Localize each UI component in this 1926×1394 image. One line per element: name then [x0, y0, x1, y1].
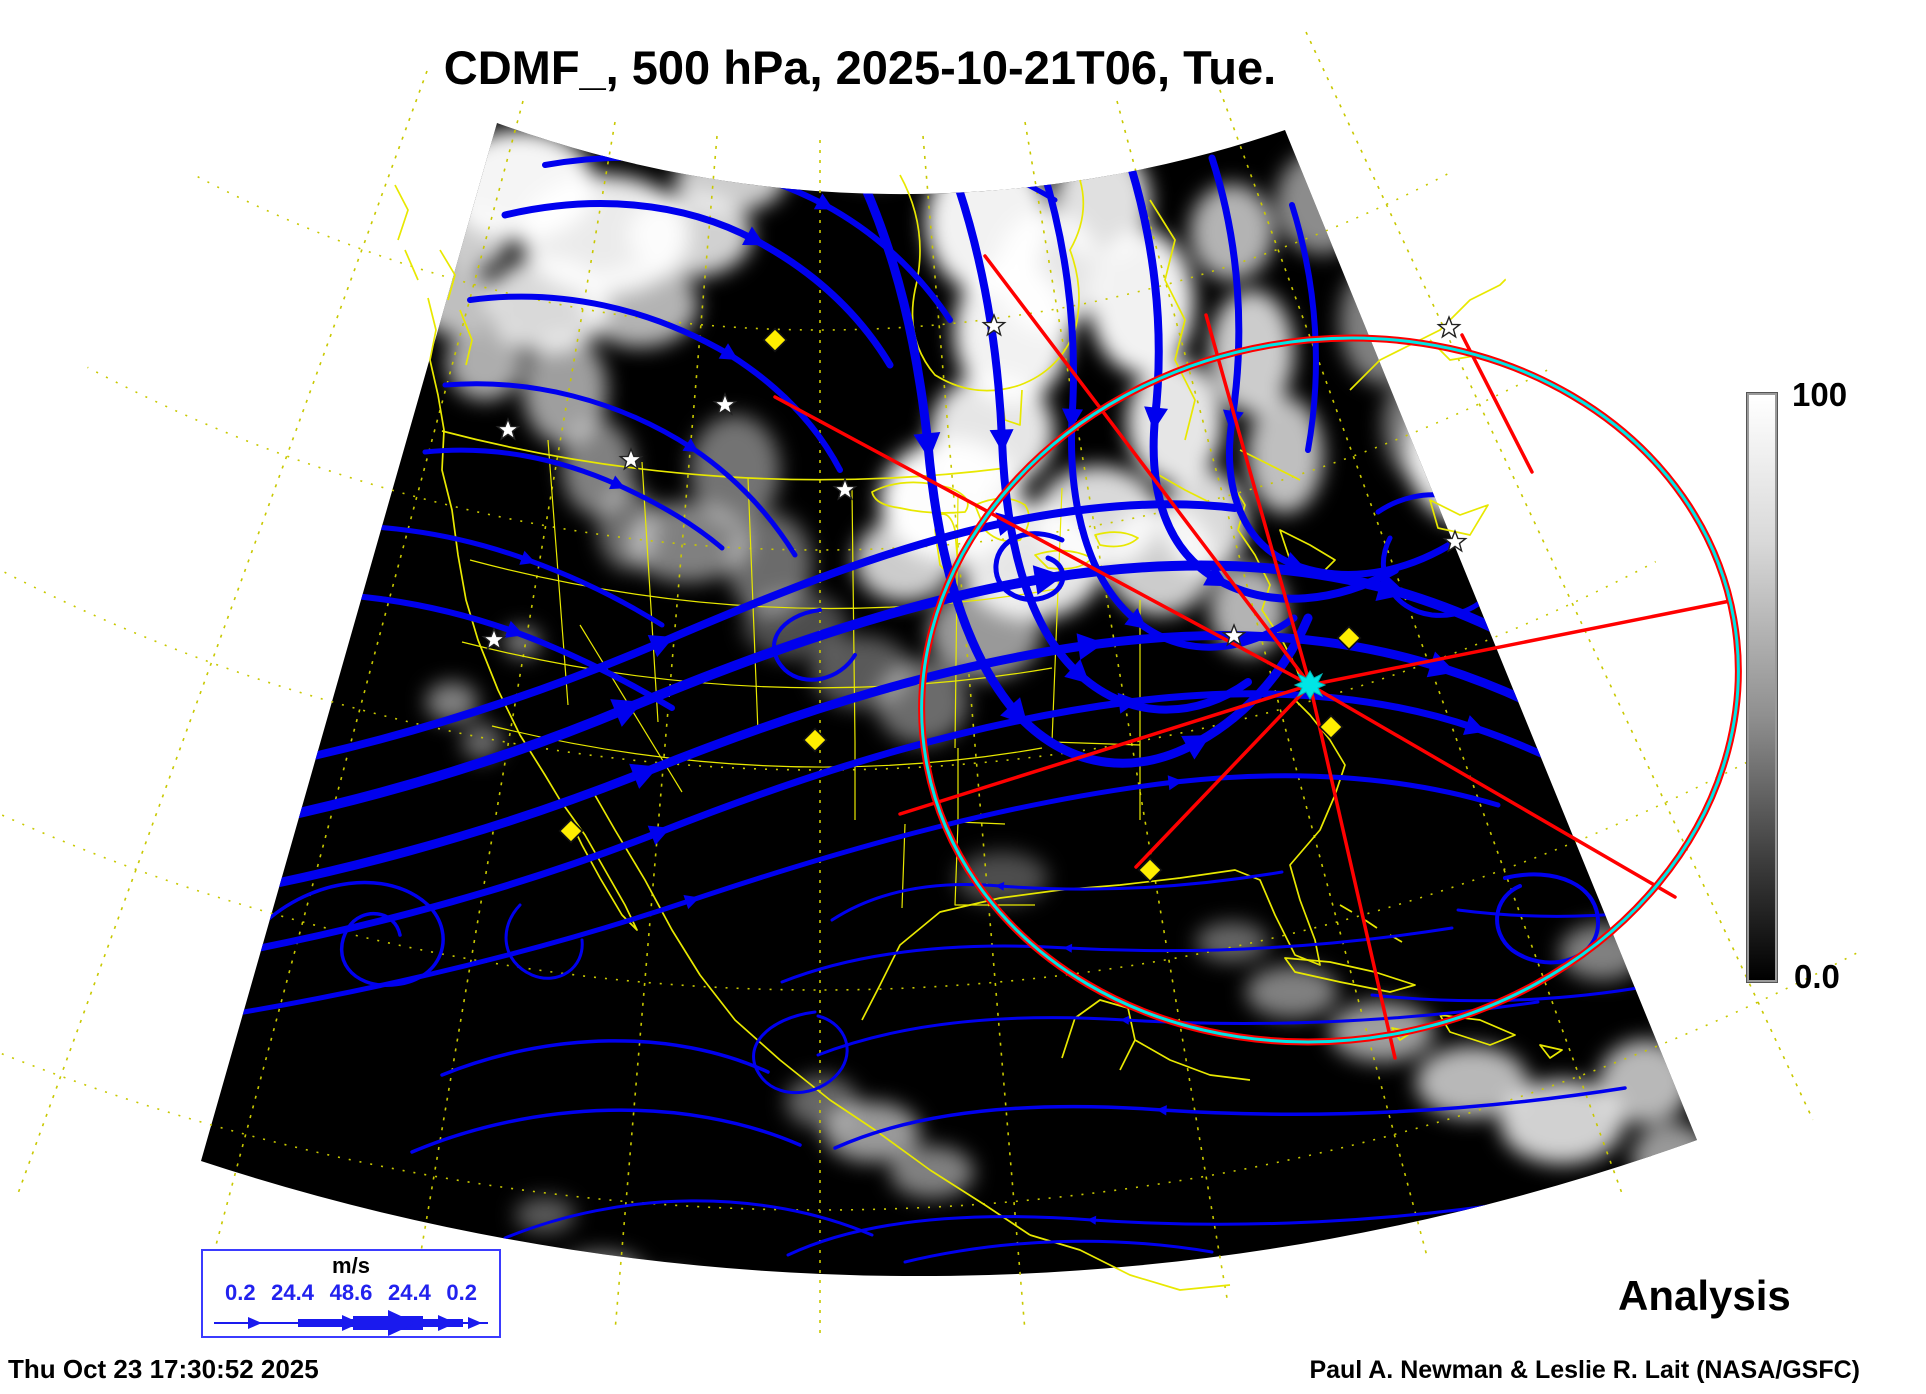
colorbar-max-label: 100 [1792, 376, 1848, 413]
colorbar-min-label: 0.0 [1794, 958, 1840, 995]
wind-legend-value: 24.4 [271, 1280, 314, 1305]
wind-scale-arrow-icon [214, 1310, 488, 1336]
wind-legend-units: m/s [332, 1253, 370, 1278]
wind-legend-value: 24.4 [387, 1280, 431, 1305]
analysis-label: Analysis [1618, 1272, 1791, 1319]
wind-speed-legend: m/s 0.2 24.4 48.6 24.4 0.2 [201, 1249, 501, 1338]
wind-legend-value: 0.2 [225, 1280, 256, 1305]
credit-line: Paul A. Newman & Leslie R. Lait (NASA/GS… [1309, 1356, 1860, 1384]
wind-legend-values: 0.2 24.4 48.6 24.4 0.2 [203, 1280, 499, 1306]
wind-legend-value: 0.2 [446, 1280, 477, 1305]
range-ring-inner [920, 336, 1740, 1044]
cloud-colorbar [1747, 393, 1777, 982]
page-title: CDMF_, 500 hPa, 2025-10-21T06, Tue. [443, 41, 1277, 94]
wind-legend-value: 48.6 [329, 1280, 373, 1305]
generation-timestamp: Thu Oct 23 17:30:52 2025 [8, 1354, 319, 1384]
trajectory-layer [773, 254, 1742, 1060]
trajectory-source-star-icon [1293, 669, 1327, 701]
